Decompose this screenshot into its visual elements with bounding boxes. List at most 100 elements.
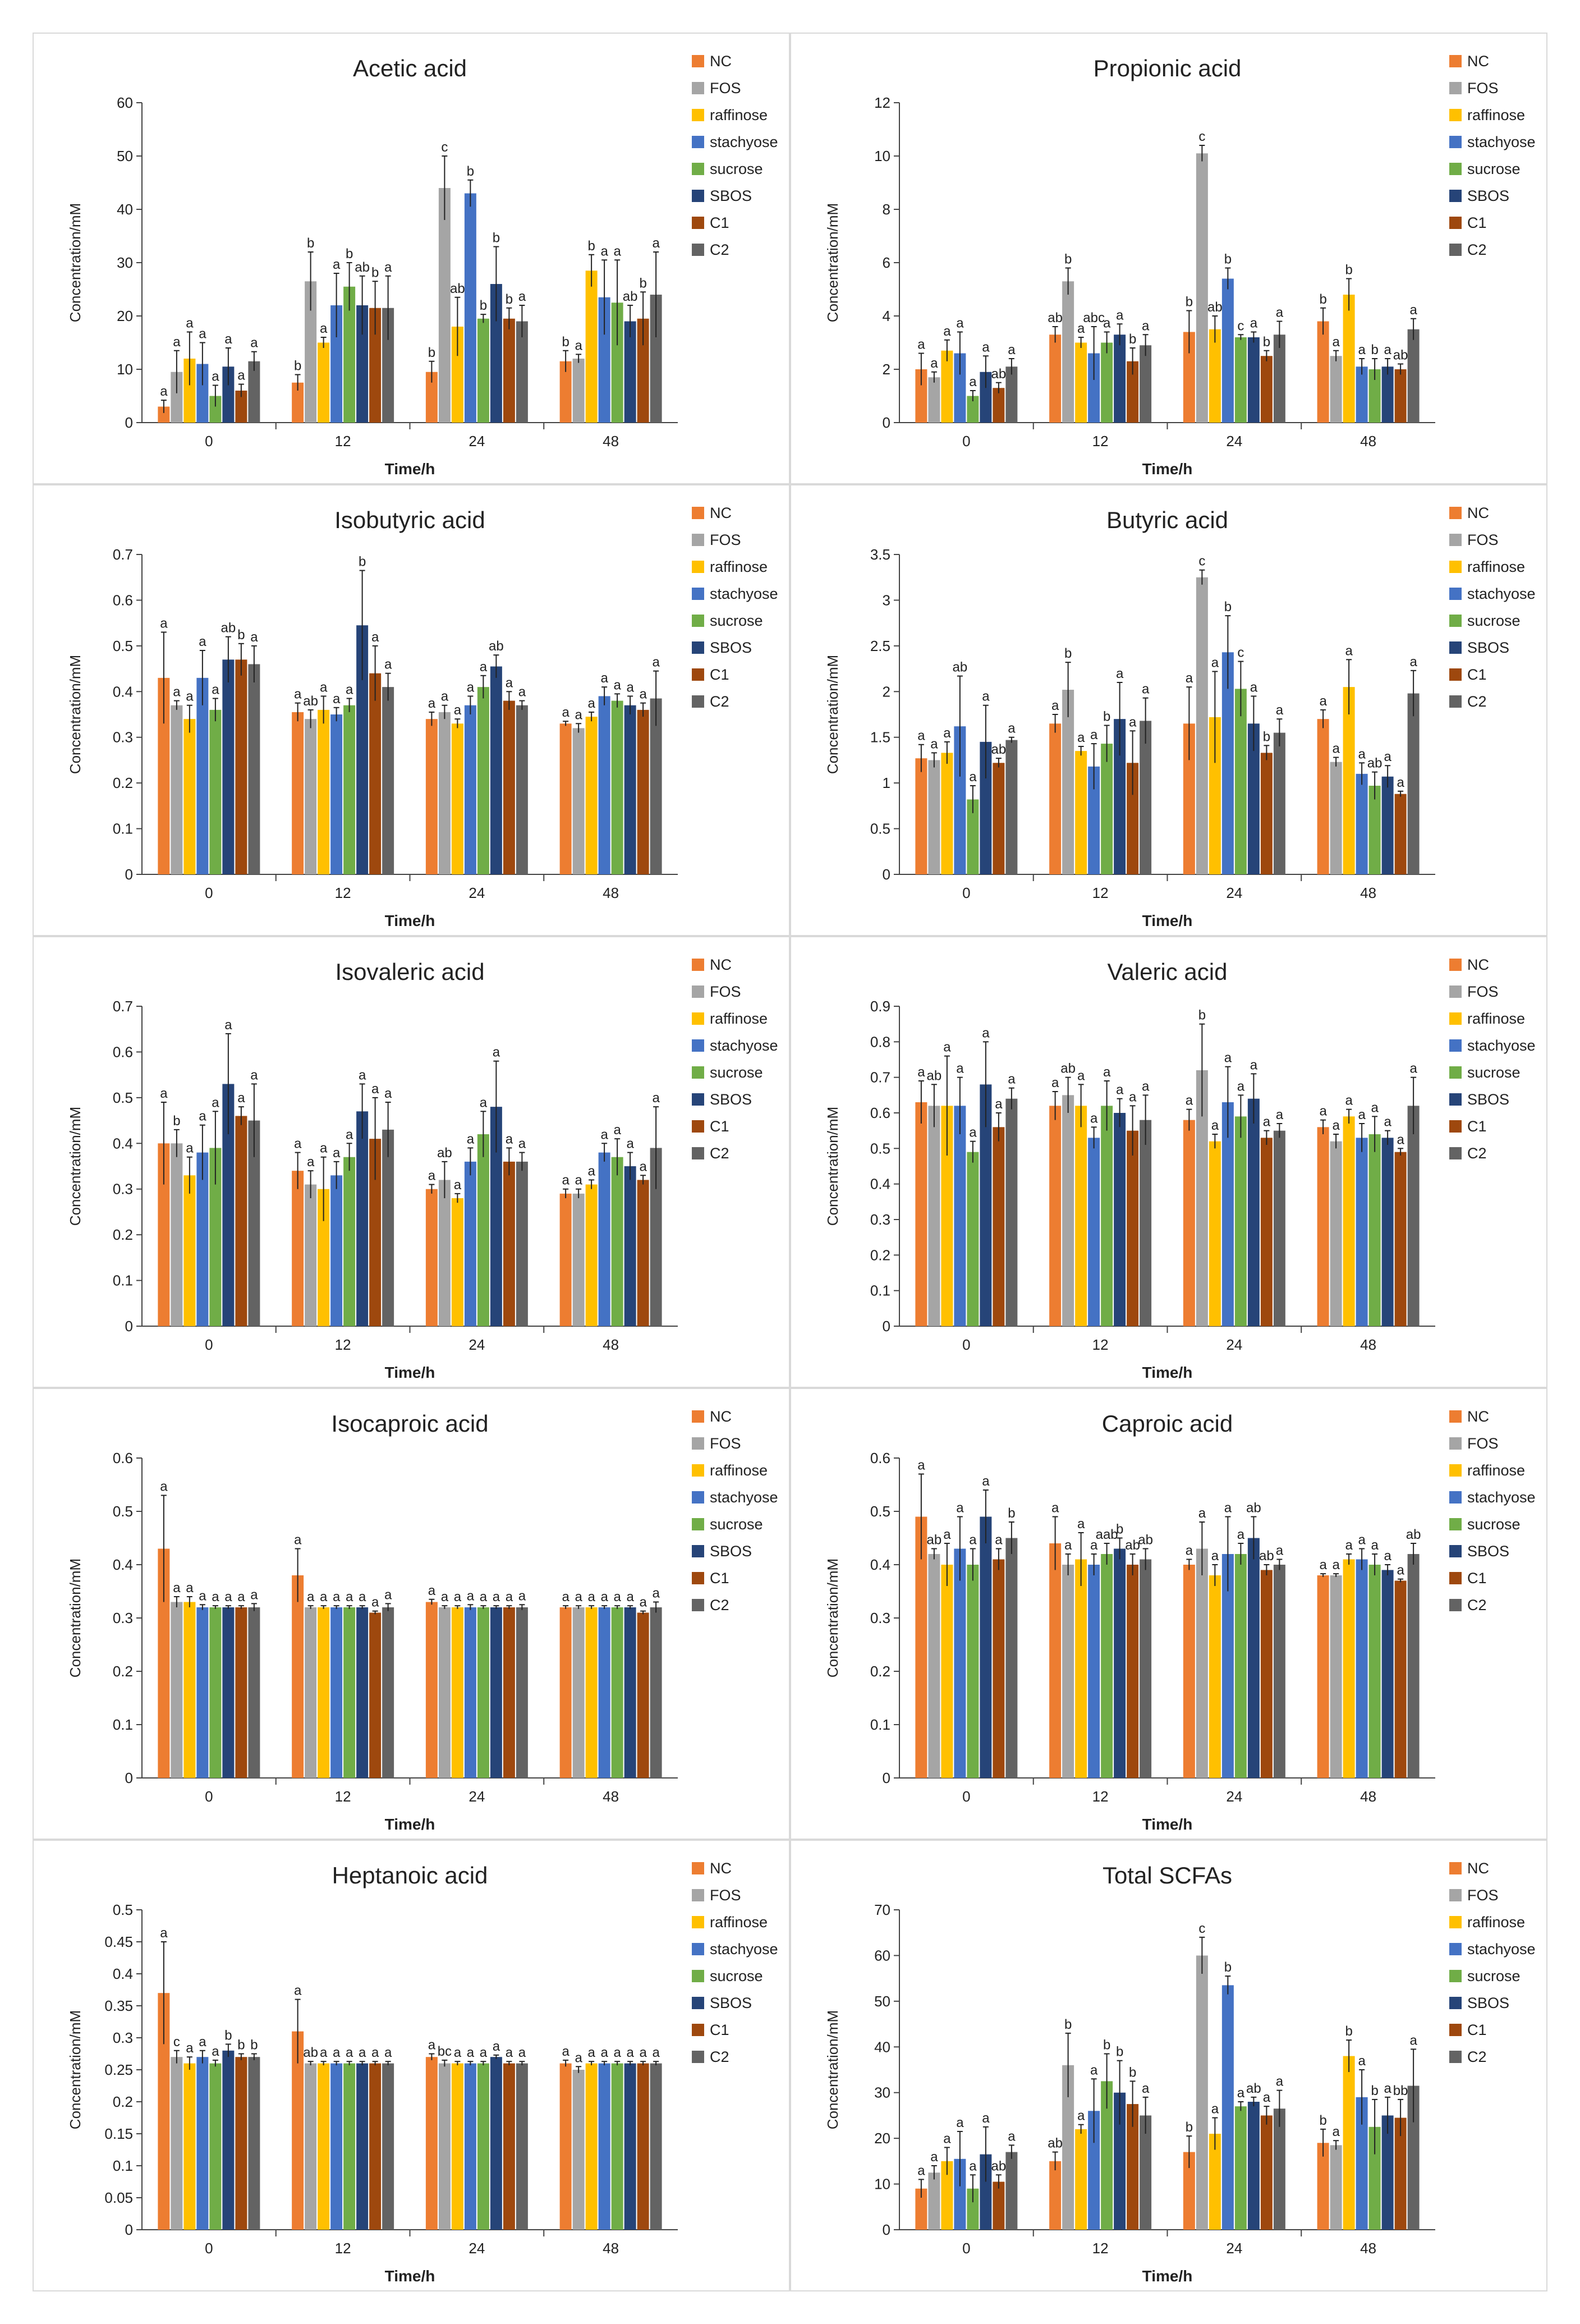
- panel-border: [33, 484, 790, 936]
- legend-label-stachyose: stachyose: [1467, 1489, 1536, 1506]
- bar-c1-48: [1394, 1580, 1407, 1778]
- bar-c1-12: [1127, 361, 1139, 423]
- bar-raffinose-0: [183, 1175, 196, 1326]
- bar-c2-48: [650, 698, 662, 874]
- bar-c1-0: [993, 388, 1005, 423]
- significance-label: a: [587, 1163, 595, 1179]
- bar-sbos-48: [1381, 776, 1394, 874]
- panel-border: [790, 33, 1547, 484]
- bar-raffinose-12: [318, 1189, 330, 1326]
- legend-swatch-c1: [692, 1120, 704, 1133]
- significance-label: a: [587, 2045, 595, 2060]
- chart-title: Heptanoic acid: [332, 1862, 488, 1888]
- legend-label-raffinose: raffinose: [710, 1010, 768, 1027]
- legend-label-sbos: SBOS: [710, 1543, 752, 1560]
- significance-label: ab: [991, 2158, 1007, 2174]
- bar-stachyose-12: [330, 714, 343, 874]
- x-tick-label: 48: [603, 884, 619, 901]
- panel-border: [33, 1388, 790, 1840]
- legend-label-c2: C2: [710, 241, 729, 258]
- significance-label: a: [917, 2163, 925, 2178]
- bar-raffinose-48: [1343, 687, 1355, 874]
- significance-label: a: [1090, 1111, 1098, 1126]
- bar-sucrose-48: [611, 700, 623, 874]
- bar-c2-48: [650, 1148, 662, 1326]
- significance-label: a: [613, 677, 621, 693]
- x-tick-label: 48: [603, 2240, 619, 2257]
- bar-c2-48: [650, 1607, 662, 1778]
- legend-swatch-fos: [692, 1437, 704, 1450]
- significance-label: a: [1358, 342, 1366, 357]
- significance-label: ab: [1048, 2136, 1063, 2151]
- significance-label: a: [160, 616, 168, 631]
- x-tick-label: 0: [962, 1336, 970, 1353]
- legend-label-nc: NC: [710, 53, 732, 70]
- bar-stachyose-0: [954, 1106, 966, 1326]
- bar-c2-48: [1407, 1554, 1420, 1778]
- significance-label: a: [1211, 1548, 1219, 1564]
- legend-swatch-sbos: [692, 1997, 704, 2009]
- panel-border: [33, 33, 790, 484]
- bar-fos-24: [438, 2063, 451, 2230]
- bar-sucrose-48: [611, 1607, 623, 1778]
- significance-label: a: [1319, 1104, 1327, 1119]
- significance-label: b: [1064, 646, 1072, 661]
- bar-sucrose-12: [1101, 744, 1113, 874]
- x-tick-label: 12: [1092, 1336, 1109, 1353]
- legend-label-c1: C1: [710, 1570, 729, 1587]
- panel-border: [790, 1388, 1547, 1840]
- y-tick-label: 0.6: [870, 1450, 890, 1466]
- bar-nc-12: [1049, 334, 1062, 423]
- bar-stachyose-12: [330, 305, 343, 423]
- legend-swatch-sbos: [692, 1093, 704, 1106]
- x-tick-label: 24: [1226, 1788, 1242, 1805]
- significance-label: a: [1276, 2074, 1284, 2089]
- y-tick-label: 0.6: [870, 1104, 890, 1121]
- significance-label: a: [930, 2149, 938, 2165]
- significance-label: a: [506, 1589, 513, 1605]
- y-tick-label: 0.5: [113, 1089, 133, 1106]
- legend-label-raffinose: raffinose: [1467, 1914, 1525, 1931]
- y-tick-label: 10: [117, 361, 133, 378]
- significance-label: a: [943, 2131, 951, 2146]
- bar-c2-0: [1005, 740, 1018, 874]
- significance-label: b: [237, 627, 245, 643]
- y-tick-label: 0: [883, 414, 890, 431]
- significance-label: a: [1008, 2129, 1016, 2144]
- bar-sbos-24: [490, 1607, 502, 1778]
- significance-label: b: [1116, 2045, 1123, 2060]
- bar-sbos-12: [356, 625, 369, 874]
- y-axis-label: Concentration/mM: [824, 203, 841, 322]
- significance-label: a: [384, 1086, 392, 1101]
- y-axis-label: Concentration/mM: [67, 2010, 84, 2129]
- legend-label-sucrose: sucrose: [1467, 1064, 1521, 1081]
- bar-stachyose-48: [1356, 366, 1368, 423]
- bar-sbos-0: [222, 2050, 235, 2230]
- significance-label: ab: [1259, 1548, 1274, 1564]
- significance-label: a: [1345, 1538, 1353, 1553]
- bar-raffinose-48: [585, 2063, 598, 2230]
- legend-swatch-sucrose: [1449, 1518, 1462, 1530]
- significance-label: a: [212, 369, 219, 384]
- y-tick-label: 0.15: [104, 2125, 133, 2142]
- bar-c1-0: [993, 2181, 1005, 2230]
- bar-c1-12: [369, 1612, 382, 1778]
- y-tick-label: 0.6: [113, 1043, 133, 1060]
- bar-stachyose-48: [1356, 2097, 1368, 2230]
- significance-label: ab: [355, 260, 370, 275]
- legend-label-c2: C2: [1467, 1145, 1487, 1162]
- bar-c1-48: [637, 1612, 649, 1778]
- significance-label: b: [1371, 342, 1378, 357]
- bar-sbos-12: [356, 2063, 369, 2230]
- significance-label: a: [237, 368, 245, 383]
- significance-label: a: [467, 1131, 475, 1147]
- significance-label: b: [493, 231, 500, 246]
- significance-label: a: [575, 1589, 582, 1605]
- legend-swatch-raffinose: [1449, 561, 1462, 573]
- y-tick-label: 0: [125, 1318, 133, 1335]
- significance-label: a: [428, 1583, 436, 1598]
- significance-label: a: [480, 1589, 488, 1605]
- y-tick-label: 0.7: [113, 998, 133, 1015]
- significance-label: a: [384, 1587, 392, 1602]
- significance-label: c: [1198, 1921, 1205, 1936]
